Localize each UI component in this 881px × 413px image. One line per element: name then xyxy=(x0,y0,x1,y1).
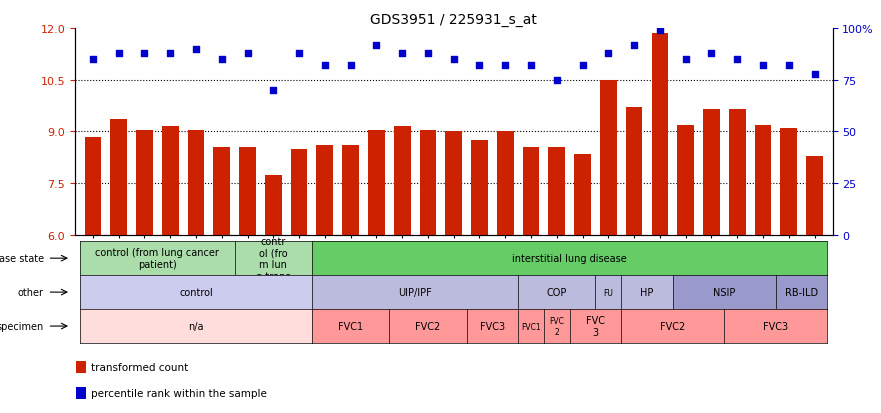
Text: FVC3: FVC3 xyxy=(763,321,788,331)
Point xyxy=(756,63,770,69)
Point xyxy=(369,42,383,49)
Bar xyxy=(522,148,539,235)
Bar xyxy=(703,110,720,235)
Point xyxy=(292,50,306,57)
Point xyxy=(472,63,486,69)
Point xyxy=(241,50,255,57)
Bar xyxy=(162,127,179,235)
Title: GDS3951 / 225931_s_at: GDS3951 / 225931_s_at xyxy=(370,12,537,26)
Point xyxy=(627,42,641,49)
Bar xyxy=(600,81,617,235)
Text: control: control xyxy=(179,287,213,297)
Text: FVC3: FVC3 xyxy=(480,321,505,331)
Point xyxy=(163,50,177,57)
Bar xyxy=(497,132,514,235)
Point xyxy=(550,77,564,84)
Text: n/a: n/a xyxy=(189,321,204,331)
Text: interstitial lung disease: interstitial lung disease xyxy=(513,254,627,263)
Text: COP: COP xyxy=(546,287,567,297)
Point xyxy=(447,57,461,63)
Bar xyxy=(110,120,127,235)
Point xyxy=(730,57,744,63)
Text: FU: FU xyxy=(603,288,613,297)
Bar xyxy=(394,127,411,235)
Text: FVC1: FVC1 xyxy=(338,321,363,331)
Point xyxy=(85,57,100,63)
Bar xyxy=(652,34,669,235)
Bar xyxy=(781,129,797,235)
Text: FVC
2: FVC 2 xyxy=(550,317,564,336)
Point xyxy=(421,50,435,57)
Bar xyxy=(626,108,642,235)
Point xyxy=(189,46,203,53)
Text: disease state: disease state xyxy=(0,254,44,263)
Text: control (from lung cancer
patient): control (from lung cancer patient) xyxy=(95,248,219,269)
Text: UIP/IPF: UIP/IPF xyxy=(398,287,432,297)
Bar xyxy=(806,156,823,235)
Text: FVC
3: FVC 3 xyxy=(586,316,605,337)
Point xyxy=(678,57,692,63)
Bar xyxy=(239,148,255,235)
Bar xyxy=(265,175,282,235)
Bar xyxy=(291,150,307,235)
Bar xyxy=(471,141,488,235)
Point xyxy=(705,50,719,57)
Bar xyxy=(316,146,333,235)
Point xyxy=(808,71,822,78)
Bar xyxy=(342,146,359,235)
Bar xyxy=(729,110,745,235)
Text: other: other xyxy=(18,287,44,297)
Bar xyxy=(755,125,772,235)
Text: contr
ol (fro
m lun
g trans: contr ol (fro m lun g trans xyxy=(256,236,291,281)
Bar xyxy=(76,387,85,399)
Bar xyxy=(368,131,385,235)
Point xyxy=(395,50,409,57)
Bar xyxy=(548,148,566,235)
Bar xyxy=(85,138,101,235)
Point xyxy=(137,50,152,57)
Bar xyxy=(445,132,463,235)
Point xyxy=(266,88,280,94)
Bar xyxy=(677,125,694,235)
Text: percentile rank within the sample: percentile rank within the sample xyxy=(91,388,267,398)
Point xyxy=(575,63,589,69)
Text: FVC2: FVC2 xyxy=(660,321,685,331)
Point xyxy=(499,63,513,69)
Text: HP: HP xyxy=(640,287,654,297)
Point xyxy=(653,28,667,34)
Bar xyxy=(419,131,436,235)
Bar xyxy=(188,131,204,235)
Bar xyxy=(574,154,591,235)
Text: FVC2: FVC2 xyxy=(415,321,440,331)
Point xyxy=(602,50,616,57)
Point xyxy=(318,63,332,69)
Text: NSIP: NSIP xyxy=(713,287,736,297)
Bar xyxy=(213,148,230,235)
Point xyxy=(781,63,796,69)
Text: transformed count: transformed count xyxy=(91,363,188,373)
Point xyxy=(215,57,229,63)
Bar xyxy=(76,362,85,373)
Point xyxy=(524,63,538,69)
Point xyxy=(344,63,358,69)
Text: FVC1: FVC1 xyxy=(522,322,541,331)
Bar xyxy=(136,131,152,235)
Point xyxy=(112,50,126,57)
Text: specimen: specimen xyxy=(0,321,44,331)
Text: RB-ILD: RB-ILD xyxy=(785,287,818,297)
